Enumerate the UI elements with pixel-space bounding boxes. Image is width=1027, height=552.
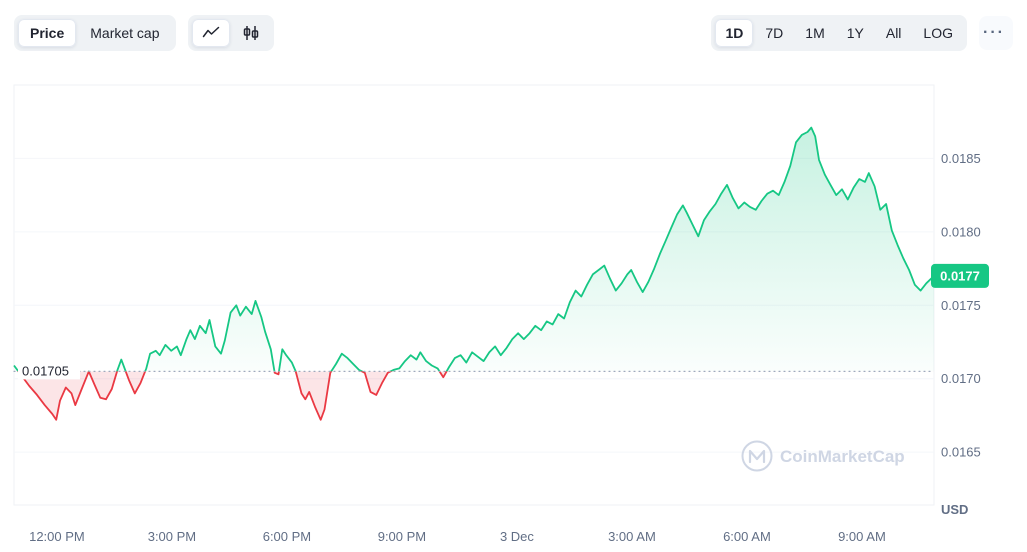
y-axis-label: 0.0165 — [941, 445, 981, 460]
current-price-label: 0.0177 — [940, 268, 980, 283]
more-options-button[interactable]: ··· — [979, 16, 1013, 50]
price-tab[interactable]: Price — [18, 19, 77, 47]
x-axis-label: 3:00 AM — [608, 529, 656, 544]
coinmarketcap-logo-m — [748, 449, 766, 464]
candlestick-icon[interactable] — [232, 19, 270, 47]
baseline-label-bg — [18, 361, 80, 380]
x-axis-label: 9:00 AM — [838, 529, 886, 544]
range-all-button[interactable]: All — [876, 19, 912, 47]
y-axis-label: 0.0185 — [941, 151, 981, 166]
current-price-badge — [931, 263, 989, 288]
baseline-label: 0.01705 — [22, 363, 69, 378]
area-fill-down — [14, 371, 934, 420]
ellipsis-icon: ··· — [983, 24, 1005, 41]
price-line-up — [13, 126, 935, 372]
y-axis-label: 0.0180 — [941, 224, 981, 239]
watermark-text: CoinMarketCap — [780, 447, 905, 466]
x-axis-label: 3 Dec — [500, 529, 534, 544]
range-7d-button[interactable]: 7D — [755, 19, 793, 47]
x-axis-label: 6:00 PM — [263, 529, 311, 544]
x-axis-label: 3:00 PM — [148, 529, 196, 544]
toolbar-right-group: 1D 7D 1M 1Y All LOG ··· — [711, 15, 1013, 51]
range-1d-button[interactable]: 1D — [715, 19, 754, 47]
time-range-selector: 1D 7D 1M 1Y All LOG — [711, 15, 967, 51]
market-cap-tab[interactable]: Market cap — [78, 19, 171, 47]
chart-type-toggle — [187, 15, 274, 51]
y-axis-unit-label: USD — [941, 502, 968, 517]
chart-plot-area[interactable] — [14, 85, 934, 505]
y-axis-label: 0.0175 — [941, 298, 981, 313]
range-1m-button[interactable]: 1M — [795, 19, 834, 47]
coinmarketcap-logo-icon — [741, 440, 773, 472]
x-axis-label: 12:00 PM — [29, 529, 85, 544]
line-chart-icon[interactable] — [191, 19, 230, 47]
line-chart-glyph — [202, 26, 219, 38]
chart-toolbar: Price Market cap 1D 7D 1M — [14, 15, 1013, 51]
y-axis-label: 0.0170 — [941, 371, 981, 386]
toolbar-left-group: Price Market cap — [14, 15, 274, 51]
x-axis-label: 9:00 PM — [378, 529, 426, 544]
range-1y-button[interactable]: 1Y — [837, 19, 874, 47]
price-marketcap-toggle: Price Market cap — [14, 15, 176, 51]
candlestick-glyph — [243, 26, 258, 40]
range-log-button[interactable]: LOG — [913, 19, 963, 47]
x-axis-label: 6:00 AM — [723, 529, 771, 544]
